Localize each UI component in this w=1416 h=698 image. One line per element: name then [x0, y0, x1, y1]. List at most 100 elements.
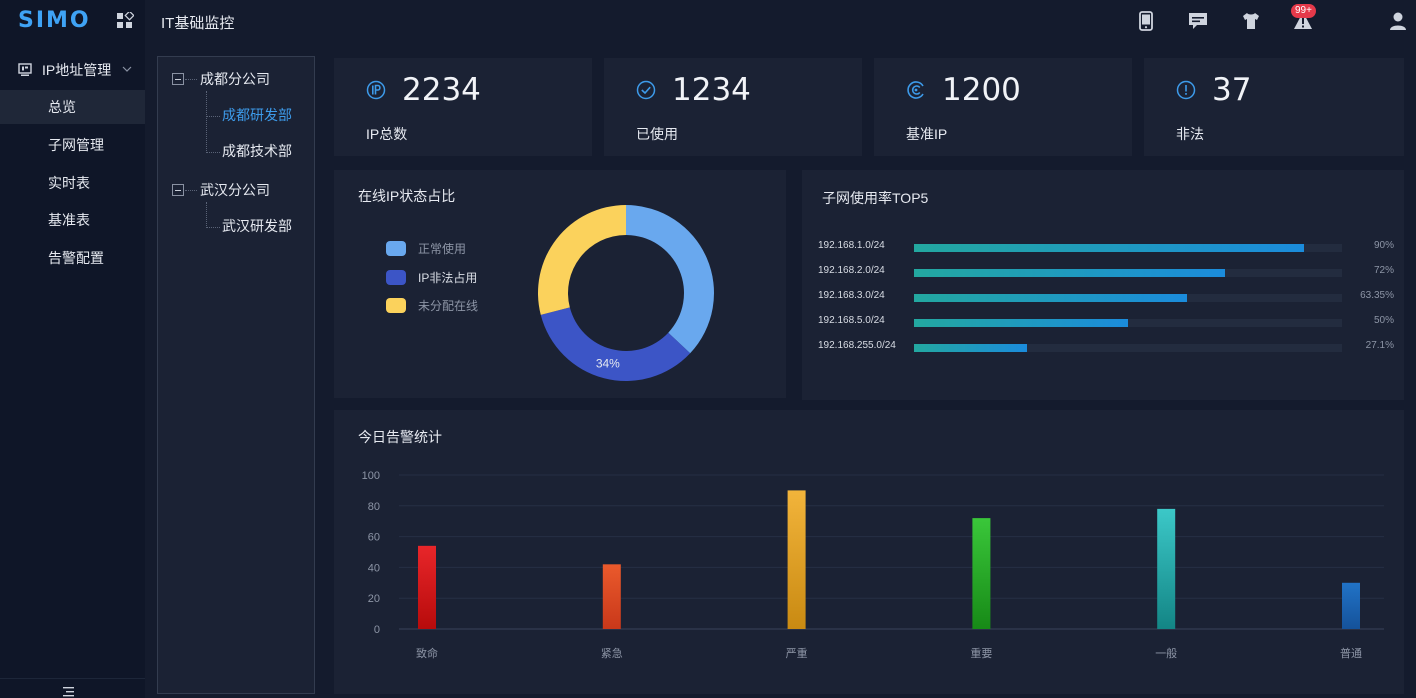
topbar: IT基础监控 [145, 0, 1416, 44]
alarm-bar[interactable] [418, 545, 436, 629]
menu-group-ip-management[interactable]: IP地址管理 [0, 56, 145, 84]
legend-item-normal[interactable]: 正常使用 [386, 240, 466, 257]
subnet-label: 192.168.2.0/24 [818, 265, 885, 276]
subnet-usage-row: 192.168.3.0/24 63.35% [818, 290, 1394, 304]
tree-connector [185, 79, 197, 80]
stat-value: 1234 [672, 72, 751, 108]
usage-bar-fill [914, 294, 1188, 302]
usage-percent: 50% [1373, 315, 1394, 326]
x-tick-label: 严重 [786, 646, 808, 660]
tree-connector [206, 116, 220, 117]
usage-bar-track [914, 344, 1342, 352]
tree-node-chengdu-tech[interactable]: 成都技术部 [222, 143, 292, 159]
message-icon[interactable] [1188, 11, 1208, 31]
x-tick-label: 普通 [1340, 646, 1362, 660]
tree-connector [206, 227, 220, 228]
tree-node-chengdu-rd[interactable]: 成都研发部 [222, 107, 292, 123]
tree-connector [206, 91, 207, 153]
subnet-label: 192.168.1.0/24 [818, 240, 885, 251]
alarm-stats-card: 今日告警统计 0 20 40 60 80 100 致命 紧急 严重 重要 一般 普通 [334, 410, 1404, 694]
usage-bar-fill [914, 244, 1305, 252]
sidebar-item-overview[interactable]: 总览 [0, 90, 145, 124]
stat-card-used: 1234 已使用 [604, 58, 862, 156]
tree-node-chengdu[interactable]: 成都分公司 [200, 71, 270, 87]
warning-icon[interactable] [1293, 11, 1313, 31]
y-tick-label: 20 [368, 593, 380, 605]
org-tree-panel: 成都分公司 成都研发部 成都技术部 武汉分公司 武汉研发部 [157, 56, 315, 694]
sidebar: SIMO IP地址管理 总览 子网管理 实时表 基准表 告警配置 [0, 0, 145, 698]
ip-circle-icon [366, 80, 386, 100]
collapse-menu-icon[interactable] [60, 684, 76, 698]
subnet-usage-row: 192.168.255.0/24 27.1% [818, 340, 1394, 354]
usage-percent: 63.35% [1360, 290, 1394, 301]
usage-bar-track [914, 294, 1342, 302]
donut-slice-illegal[interactable] [540, 307, 691, 382]
card-title: 在线IP状态占比 [358, 188, 456, 204]
user-icon[interactable] [1388, 11, 1408, 31]
usage-bar-fill [914, 269, 1226, 277]
tree-node-wuhan[interactable]: 武汉分公司 [200, 182, 270, 198]
legend-swatch [386, 270, 406, 285]
alarm-bar[interactable] [602, 564, 621, 629]
alarm-bar[interactable] [972, 518, 991, 629]
page-title: IT基础监控 [161, 15, 235, 32]
target-icon [907, 81, 924, 99]
sidebar-item-subnet[interactable]: 子网管理 [0, 128, 145, 162]
alarm-bar-chart: 0 20 40 60 80 100 致命 紧急 严重 重要 一般 普通 [362, 470, 1384, 660]
sidebar-item-label: 告警配置 [48, 250, 104, 266]
legend-swatch [386, 241, 406, 256]
subnet-usage-row: 192.168.5.0/24 50% [818, 315, 1394, 329]
alarm-bar[interactable] [787, 490, 806, 629]
usage-bar-track [914, 319, 1342, 327]
tree-connector [206, 202, 207, 228]
alarm-bar[interactable] [1342, 582, 1360, 629]
usage-bar-fill [914, 319, 1129, 327]
alarm-bar[interactable] [1157, 508, 1176, 629]
stat-label: IP总数 [366, 126, 408, 142]
tree-collapse-toggle[interactable] [172, 184, 184, 196]
x-tick-label: 一般 [1155, 647, 1177, 660]
x-tick-label: 紧急 [601, 646, 623, 660]
shirt-icon[interactable] [1241, 11, 1261, 31]
legend-label: 未分配在线 [418, 299, 479, 313]
online-ip-status-card: 在线IP状态占比 正常使用 IP非法占用 未分配在线 34% [334, 170, 786, 398]
legend-label: 正常使用 [418, 242, 467, 256]
usage-percent: 90% [1373, 240, 1394, 251]
subnet-label: 192.168.5.0/24 [818, 315, 885, 326]
usage-bar-track [914, 244, 1342, 252]
tree-collapse-toggle[interactable] [172, 73, 184, 85]
usage-percent: 27.1% [1365, 340, 1394, 351]
subnet-label: 192.168.255.0/24 [818, 340, 896, 351]
x-tick-label: 致命 [416, 646, 438, 660]
x-tick-label: 重要 [970, 646, 992, 660]
menu-group-label: IP地址管理 [42, 62, 112, 78]
logo: SIMO [18, 8, 91, 33]
alert-circle-icon [1176, 80, 1196, 100]
donut-data-label: 34% [596, 357, 620, 371]
tablet-icon[interactable] [1136, 11, 1156, 31]
stat-value: 2234 [402, 72, 481, 108]
donut-slice-unassigned[interactable] [538, 205, 626, 315]
y-tick-label: 40 [368, 562, 380, 574]
subnet-usage-row: 192.168.2.0/24 72% [818, 265, 1394, 279]
donut-slice-normal[interactable] [626, 205, 714, 354]
alert-count-badge: 99+ [1291, 4, 1316, 18]
sidebar-item-alarm-config[interactable]: 告警配置 [0, 241, 145, 275]
tree-node-wuhan-rd[interactable]: 武汉研发部 [222, 218, 292, 234]
donut-chart: 34% [538, 205, 714, 382]
legend-item-illegal[interactable]: IP非法占用 [386, 269, 477, 286]
usage-percent: 72% [1373, 265, 1394, 276]
y-tick-label: 0 [374, 624, 380, 636]
stat-value: 37 [1212, 72, 1252, 108]
sidebar-item-label: 子网管理 [48, 137, 104, 153]
sidebar-item-realtime[interactable]: 实时表 [0, 166, 145, 200]
sidebar-item-baseline[interactable]: 基准表 [0, 203, 145, 237]
usage-bar-fill [914, 344, 1028, 352]
app-grid-icon[interactable] [116, 12, 134, 30]
stat-card-total-ip: 2234 IP总数 [334, 58, 592, 156]
sidebar-divider [0, 678, 145, 679]
stat-label: 已使用 [636, 126, 678, 142]
subnet-usage-row: 192.168.1.0/24 90% [818, 240, 1394, 254]
ip-monitor-icon [18, 63, 32, 76]
legend-item-unassigned[interactable]: 未分配在线 [386, 297, 478, 314]
